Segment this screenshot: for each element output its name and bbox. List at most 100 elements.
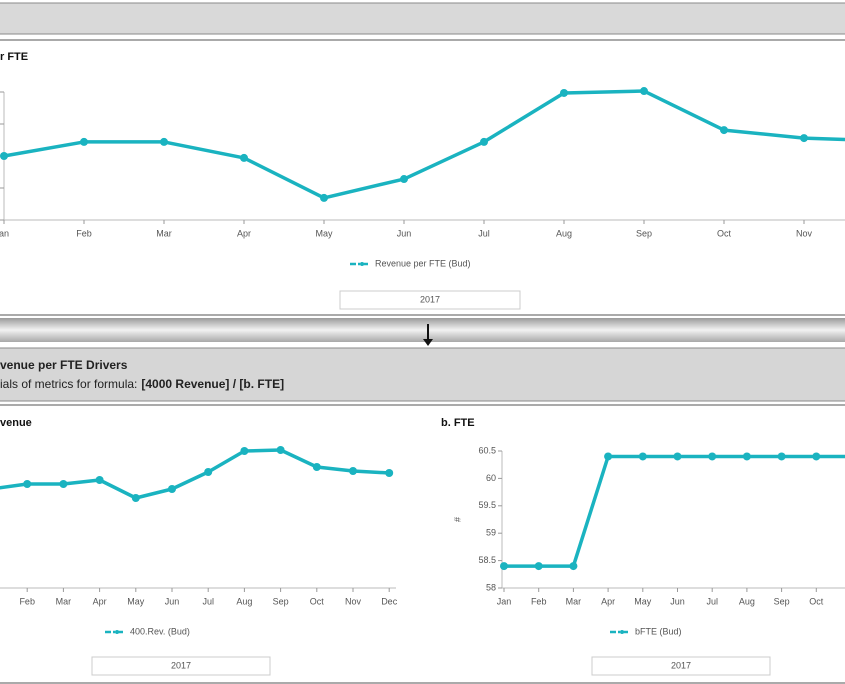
data-point (400, 175, 408, 184)
x-tick-label: Jul (478, 228, 490, 238)
legend-dot (360, 262, 364, 266)
x-tick-label: an (0, 228, 9, 238)
chart-title: r FTE (0, 51, 28, 63)
period-box (591, 656, 771, 676)
data-point (160, 137, 168, 146)
x-tick-label: Mar (566, 596, 582, 606)
data-point (95, 476, 104, 484)
legend-dot (620, 630, 624, 634)
data-point (168, 485, 176, 493)
x-tick-label: Feb (76, 228, 92, 238)
period-label: 2017 (671, 660, 691, 670)
data-point (480, 137, 488, 146)
x-tick-label: Feb (19, 596, 35, 606)
x-tick-label: Jun (397, 228, 412, 238)
panel (0, 39, 845, 316)
y-tick-label: 59.5 (478, 500, 496, 510)
y-axis-label: # (452, 517, 462, 522)
x-tick-label: Nov (796, 228, 813, 238)
data-point (349, 467, 357, 475)
data-point (708, 452, 717, 461)
section-title: venue per FTE Drivers (0, 358, 128, 372)
data-point (569, 562, 578, 571)
legend-label: Revenue per FTE (Bud) (375, 258, 471, 268)
x-tick-label: Oct (717, 228, 732, 238)
data-point (320, 193, 328, 202)
x-tick-label: Apr (237, 228, 251, 238)
x-tick-label: Mar (156, 228, 172, 238)
data-point (0, 152, 8, 160)
x-tick-label: Mar (56, 596, 72, 606)
x-tick-label: Sep (636, 228, 652, 238)
x-tick-label: Aug (739, 596, 755, 606)
data-point (534, 562, 543, 571)
data-point (276, 446, 285, 454)
data-point (638, 452, 647, 461)
x-tick-label: Jun (670, 596, 685, 606)
y-tick-label: 58 (486, 582, 496, 592)
y-tick-label: 58.5 (478, 555, 496, 565)
formula: [4000 Revenue] / [b. FTE] (141, 377, 284, 391)
chart-title: venue (0, 417, 32, 429)
y-tick-label: 59 (486, 528, 496, 538)
data-point (812, 452, 821, 461)
x-tick-label: May (127, 596, 145, 606)
data-point (560, 88, 568, 97)
data-point (131, 494, 140, 502)
x-tick-label: Aug (556, 228, 572, 238)
x-tick-label: Oct (809, 596, 824, 606)
data-point (312, 463, 321, 471)
separator (0, 318, 845, 342)
period-label: 2017 (171, 660, 191, 670)
data-point (23, 480, 32, 488)
data-point (80, 137, 88, 146)
data-point (204, 468, 213, 476)
panel (0, 404, 845, 684)
period-box (91, 656, 271, 676)
data-point (777, 452, 786, 461)
data-point (720, 126, 728, 135)
x-tick-label: May (634, 596, 652, 606)
x-tick-label: Jul (706, 596, 718, 606)
x-tick-label: Jul (202, 596, 214, 606)
x-tick-label: Nov (345, 596, 362, 606)
legend-label: bFTE (Bud) (635, 626, 682, 636)
x-tick-label: Aug (236, 596, 252, 606)
data-point (640, 87, 648, 96)
period-label: 2017 (420, 294, 440, 304)
x-tick-label: May (315, 228, 333, 238)
x-tick-label: Apr (601, 596, 615, 606)
y-tick-label: 60.5 (478, 445, 496, 455)
section-header (0, 347, 845, 402)
subtitle-text: ials of metrics for formula: (0, 377, 137, 391)
series-line (0, 448, 390, 500)
data-point (500, 562, 508, 571)
period-box (339, 290, 521, 310)
x-tick-label: Sep (774, 596, 790, 606)
data-point (385, 469, 394, 477)
legend-dot (115, 630, 119, 634)
arrow (423, 324, 433, 346)
data-point (240, 447, 249, 455)
x-tick-label: Dec (381, 596, 398, 606)
series-line (3, 89, 845, 200)
data-point (240, 153, 248, 162)
x-tick-label: Sep (273, 596, 289, 606)
x-tick-label: Jan (497, 596, 512, 606)
data-point (673, 452, 682, 461)
y-tick-label: 60 (486, 473, 496, 483)
series-line (504, 454, 845, 568)
x-tick-label: Apr (93, 596, 107, 606)
top-bar (0, 2, 845, 35)
data-point (604, 452, 613, 461)
x-tick-label: Feb (531, 596, 547, 606)
data-point (742, 452, 751, 461)
data-point (800, 134, 808, 143)
x-tick-label: Oct (310, 596, 325, 606)
data-point (59, 480, 68, 488)
legend-label: 400.Rev. (Bud) (130, 626, 190, 636)
section-subtitle: ials of metrics for formula: [4000 Revenu… (0, 377, 284, 391)
x-tick-label: Jun (165, 596, 180, 606)
